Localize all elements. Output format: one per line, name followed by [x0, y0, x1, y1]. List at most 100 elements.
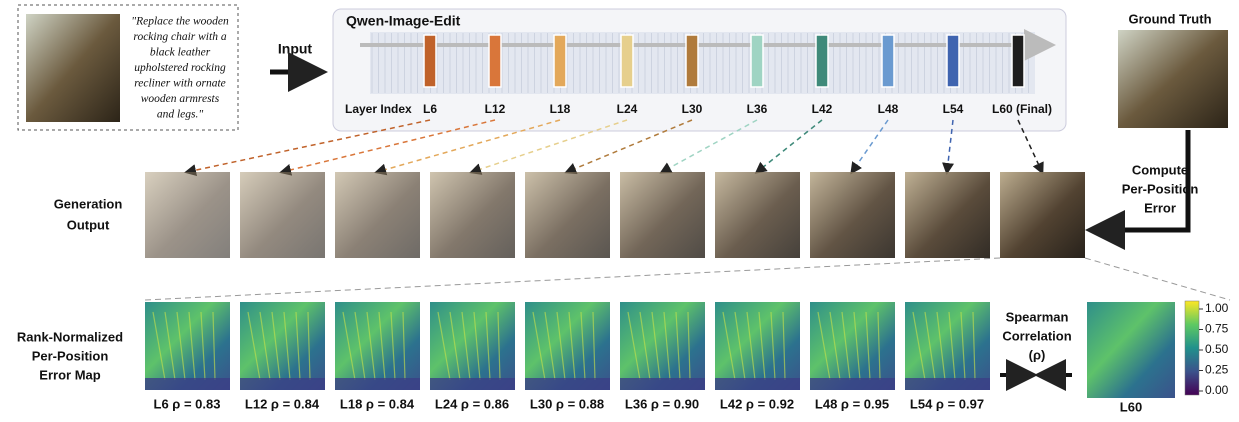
- error-map-texture: [473, 311, 481, 381]
- layer-label: L42: [812, 102, 833, 116]
- layer-link: [754, 119, 823, 174]
- error-map-base: [620, 378, 705, 390]
- error-map-texture: [378, 311, 386, 381]
- layer-link: [564, 119, 693, 175]
- layer-box: [881, 34, 895, 88]
- error-map-texture: [556, 311, 566, 381]
- layer-box: [685, 34, 699, 88]
- error-map-texture: [568, 311, 576, 381]
- error-map-texture: [841, 311, 851, 381]
- error-map-texture: [675, 311, 681, 381]
- layer-link: [1017, 119, 1044, 175]
- error-map-texture: [912, 311, 926, 381]
- error-map-caption: L6 ρ = 0.83: [154, 396, 221, 411]
- error-map-texture: [152, 311, 166, 381]
- error-map-texture: [651, 311, 661, 381]
- error-map-texture: [782, 311, 786, 381]
- error-map-base: [905, 378, 990, 390]
- error-map-texture: [960, 311, 966, 381]
- error-map-texture: [366, 311, 376, 381]
- error-map-texture: [687, 311, 691, 381]
- layer-label: L60 (Final): [992, 102, 1052, 116]
- error-map-caption: L54 ρ = 0.97: [910, 396, 984, 411]
- layer-box: [946, 34, 960, 88]
- layer-label: L12: [485, 102, 506, 116]
- ground-truth-title: Ground Truth: [1128, 11, 1211, 26]
- error-map-texture: [307, 311, 311, 381]
- error-map-caption: L42 ρ = 0.92: [720, 396, 794, 411]
- prompt-line: recliner with ornate: [134, 78, 226, 90]
- error-map-texture: [402, 311, 406, 381]
- error-map-texture: [259, 311, 271, 381]
- error-map-texture: [770, 311, 776, 381]
- error-map-caption: L12 ρ = 0.84: [245, 396, 320, 411]
- layer-link: [184, 119, 431, 176]
- compute-label: Per-Position: [1122, 181, 1199, 196]
- prompt-line: rocking chair with a: [133, 31, 226, 43]
- layer-box: [620, 34, 634, 88]
- prompt-line: upholstered rocking: [134, 62, 226, 74]
- error-map-base: [810, 378, 895, 390]
- layer-label: L36: [747, 102, 768, 116]
- error-map-texture: [200, 311, 206, 381]
- generation-label: Output: [67, 217, 110, 232]
- error-map: [905, 302, 990, 390]
- error-map: [620, 302, 705, 390]
- error-map-base: [335, 378, 420, 390]
- layer-box: [488, 34, 502, 88]
- error-map-texture: [663, 311, 671, 381]
- layer-box: [423, 34, 437, 88]
- error-map-caption: L24 ρ = 0.86: [435, 396, 509, 411]
- error-map-texture: [746, 311, 756, 381]
- input-label: Input: [278, 41, 313, 57]
- prompt-line: wooden armrests: [141, 93, 220, 105]
- final-error-caption: L60: [1120, 399, 1142, 414]
- gt-arrow: [1085, 130, 1191, 250]
- layer-axis-label: Layer Index: [345, 102, 412, 116]
- error-map-base: [715, 378, 800, 390]
- error-map-texture: [829, 311, 841, 381]
- error-map: [240, 302, 325, 390]
- error-map-texture: [734, 311, 746, 381]
- error-map-texture: [497, 311, 501, 381]
- error-map-texture: [580, 311, 586, 381]
- layer-link: [374, 119, 561, 176]
- colorbar-label: 0.00: [1205, 383, 1229, 397]
- error-map-texture: [936, 311, 946, 381]
- error-map-texture: [176, 311, 186, 381]
- generation-label: Generation: [54, 196, 123, 211]
- spearman-label: Spearman: [1006, 309, 1069, 324]
- error-map-texture: [188, 311, 196, 381]
- error-map-texture: [972, 311, 976, 381]
- error-map-texture: [247, 311, 261, 381]
- error-map-texture: [271, 311, 281, 381]
- error-map: [145, 302, 230, 390]
- error-map-texture: [390, 311, 396, 381]
- error-map-texture: [877, 311, 881, 381]
- error-map-caption: L48 ρ = 0.95: [815, 396, 889, 411]
- colorbar-label: 0.25: [1205, 363, 1229, 377]
- error-map: [430, 302, 515, 390]
- error-map-texture: [532, 311, 546, 381]
- error-map-texture: [212, 311, 216, 381]
- error-map-texture: [627, 311, 641, 381]
- compute-label: Error: [1144, 200, 1176, 215]
- spearman-label: (ρ): [1029, 347, 1046, 362]
- error-map-texture: [817, 311, 831, 381]
- layer-box: [750, 34, 764, 88]
- spearman-label: Correlation: [1002, 328, 1071, 343]
- error-map-label: Rank-Normalized: [17, 329, 123, 344]
- input-box: [17, 4, 239, 131]
- error-map-texture: [865, 311, 871, 381]
- layer-label: L6: [423, 102, 437, 116]
- error-map-base: [430, 378, 515, 390]
- error-map-texture: [758, 311, 766, 381]
- model-title: Qwen-Image-Edit: [346, 13, 461, 29]
- error-map-texture: [853, 311, 861, 381]
- error-map-texture: [592, 311, 596, 381]
- layer-link: [279, 119, 496, 176]
- error-map-caption: L36 ρ = 0.90: [625, 396, 699, 411]
- layer-label: L24: [617, 102, 638, 116]
- compute-label: Compute: [1132, 162, 1188, 177]
